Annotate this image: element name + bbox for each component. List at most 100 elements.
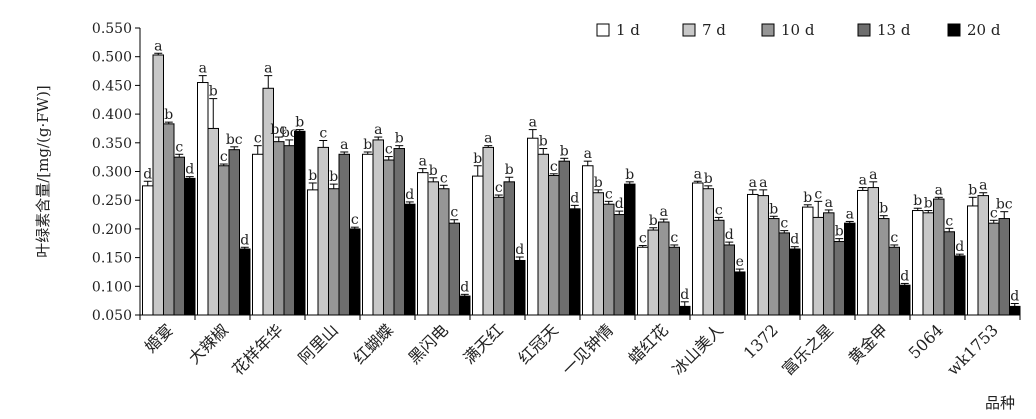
legend-swatch — [682, 23, 696, 37]
bar — [173, 156, 185, 316]
y-tick-label: 0.350 — [92, 136, 132, 152]
bar — [857, 189, 869, 316]
legend-swatch — [596, 23, 610, 37]
y-tick-label: 0.300 — [92, 165, 132, 181]
significance-letter: b — [209, 84, 218, 100]
y-tick-label: 0.150 — [92, 251, 132, 267]
bar — [757, 195, 769, 316]
x-tick-label: 大辣椒 — [185, 320, 232, 367]
y-axis-label: 叶绿素含量/[mg/(g·FW)] — [34, 85, 52, 258]
legend-label: 10 d — [781, 21, 815, 39]
significance-letter: b — [594, 175, 603, 191]
y-tick-label: 0.050 — [92, 308, 132, 324]
x-tick-label: 黄金甲 — [845, 320, 892, 367]
significance-letter: a — [979, 178, 987, 194]
significance-letter: d — [1010, 289, 1019, 305]
significance-letter: c — [385, 142, 393, 158]
significance-letter: a — [694, 166, 702, 182]
bar — [362, 153, 374, 316]
bar — [142, 185, 154, 316]
bar — [844, 222, 856, 316]
significance-letter: b — [295, 115, 304, 131]
x-tick-label: wk1753 — [943, 320, 1002, 379]
bar — [988, 222, 1000, 316]
legend-swatch — [947, 23, 961, 37]
significance-letter: bc — [226, 132, 243, 148]
significance-letter: d — [460, 279, 469, 295]
significance-letter: c — [605, 186, 613, 202]
significance-letter: b — [769, 201, 778, 217]
significance-letter: b — [473, 151, 482, 167]
significance-letter: b — [395, 131, 404, 147]
bar — [252, 153, 264, 316]
significance-letter: b — [924, 196, 933, 212]
significance-letter: a — [264, 61, 272, 77]
bar — [417, 172, 429, 316]
significance-letter: c — [254, 131, 262, 147]
y-tick-label: 0.400 — [92, 107, 132, 123]
bar — [283, 145, 295, 316]
bar — [823, 212, 835, 316]
bar — [977, 195, 989, 316]
bar — [472, 175, 484, 316]
bar — [692, 182, 704, 316]
significance-letter: d — [405, 187, 414, 203]
significance-letter: d — [680, 287, 689, 303]
significance-letter: d — [570, 190, 579, 206]
bar — [349, 228, 361, 316]
y-tick-label: 0.200 — [92, 222, 132, 238]
y-tick-label: 0.550 — [92, 21, 132, 37]
significance-letter: d — [185, 162, 194, 178]
bar — [943, 231, 955, 316]
x-tick-label: 5064 — [905, 320, 947, 362]
significance-letter: a — [340, 137, 348, 153]
bar — [404, 203, 416, 316]
significance-letter: d — [240, 232, 249, 248]
x-tick-label: 婚宴 — [141, 320, 177, 356]
legend: 1 d 7 d 10 d 13 d 20 d — [596, 21, 1001, 39]
significance-letter: c — [550, 159, 558, 175]
bar — [647, 229, 659, 316]
significance-letter: bc — [996, 197, 1013, 213]
significance-letter: c — [639, 231, 647, 247]
bar — [723, 244, 735, 316]
bar — [603, 203, 615, 316]
bar — [383, 159, 395, 316]
bar — [867, 187, 879, 316]
legend-label: 7 d — [702, 21, 726, 39]
significance-letter: c — [175, 139, 183, 155]
significance-letter: c — [890, 230, 898, 246]
significance-letter: a — [419, 154, 427, 170]
significance-letter: c — [220, 149, 228, 165]
significance-letter: a — [749, 175, 757, 191]
x-tick-label: 花样年华 — [228, 320, 287, 379]
bar — [833, 241, 845, 316]
bar — [734, 271, 746, 316]
bar — [592, 192, 604, 316]
y-tick-label: 0.450 — [92, 78, 132, 94]
bar — [702, 188, 714, 316]
significance-letter: c — [990, 205, 998, 221]
bar — [922, 212, 934, 316]
bar — [812, 216, 824, 316]
x-tick-label: 黑闪电 — [405, 320, 452, 367]
x-tick-label: 红冠天 — [515, 320, 562, 367]
significance-letter: a — [859, 173, 867, 189]
bar — [427, 181, 439, 316]
significance-letter: d — [515, 242, 524, 258]
bar — [747, 193, 759, 316]
bar — [613, 214, 625, 316]
significance-letter: a — [935, 182, 943, 198]
legend-swatch — [761, 23, 775, 37]
bar — [668, 246, 680, 316]
bar — [218, 165, 230, 316]
bar — [912, 210, 924, 316]
bar — [537, 153, 549, 316]
significance-letter: b — [329, 169, 338, 185]
bar — [548, 175, 560, 316]
significance-letter: a — [374, 122, 382, 138]
significance-letter: d — [725, 227, 734, 243]
significance-letter: bc — [281, 125, 298, 141]
